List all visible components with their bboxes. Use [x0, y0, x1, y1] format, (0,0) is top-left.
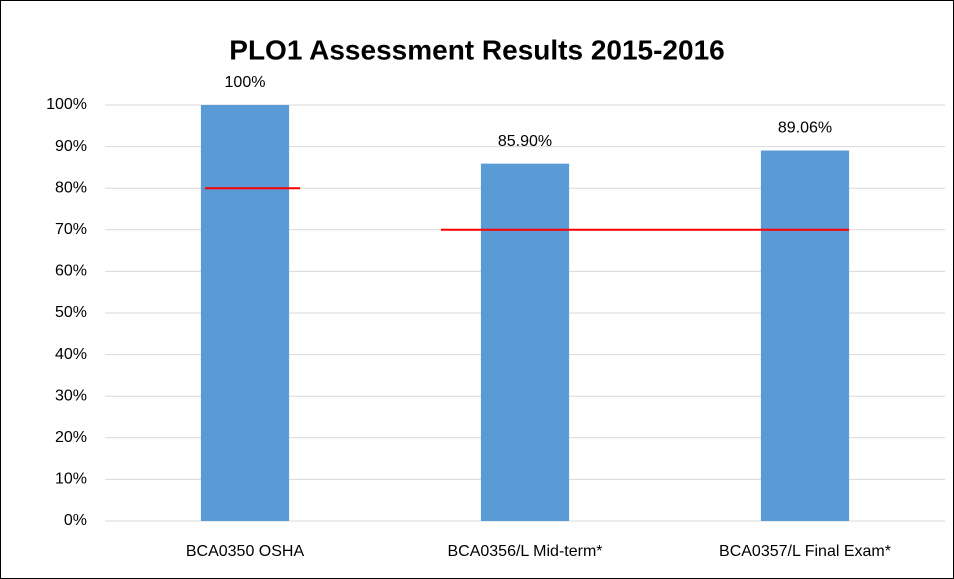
- x-tick-label: BCA0356/L Mid-term*: [447, 543, 602, 560]
- x-tick-label: BCA0357/L Final Exam*: [719, 543, 891, 560]
- y-tick-label: 0%: [64, 512, 87, 529]
- y-tick-label: 80%: [55, 179, 87, 196]
- y-tick-label: 90%: [55, 138, 87, 155]
- y-tick-label: 30%: [55, 387, 87, 404]
- y-tick-label: 50%: [55, 304, 87, 321]
- x-tick-label: BCA0350 OSHA: [186, 543, 305, 560]
- y-tick-label: 70%: [55, 221, 87, 238]
- y-tick-label: 60%: [55, 263, 87, 280]
- chart-title: PLO1 Assessment Results 2015-2016: [229, 34, 724, 65]
- y-tick-label: 20%: [55, 429, 87, 446]
- bar: [760, 150, 850, 521]
- y-tick-label: 10%: [55, 471, 87, 488]
- bar: [200, 105, 290, 521]
- value-label: 85.90%: [498, 133, 552, 150]
- value-label: 100%: [225, 74, 266, 91]
- y-tick-label: 40%: [55, 346, 87, 363]
- y-tick-label: 100%: [46, 96, 87, 113]
- bar: [480, 163, 570, 521]
- value-label: 89.06%: [778, 120, 832, 137]
